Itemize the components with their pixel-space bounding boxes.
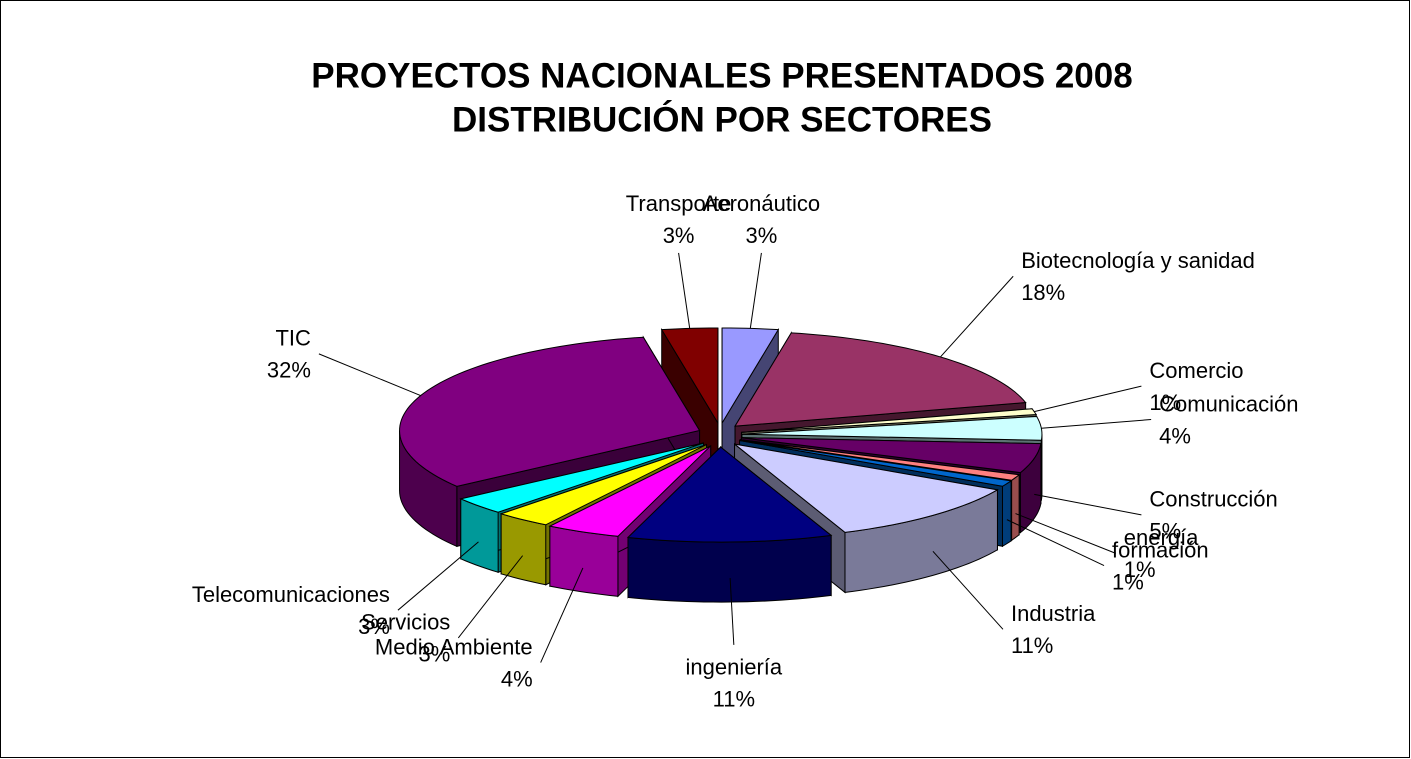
slice-label: TIC	[275, 326, 311, 351]
slice-value-label: 11%	[1011, 633, 1053, 658]
slice-value-label: 3%	[746, 223, 778, 248]
slice-label: Comunicación	[1159, 391, 1298, 416]
slice-top	[399, 336, 701, 487]
leader-line	[749, 252, 762, 329]
slice-label: Comercio	[1149, 358, 1243, 383]
slice-value-label: 1%	[1149, 390, 1181, 415]
slice-value-label: 1%	[1124, 557, 1156, 582]
leader-line	[729, 578, 735, 645]
slice-value-label: 11%	[713, 687, 755, 712]
slice	[626, 445, 833, 603]
slice-label: Biotecnología y sanidad	[1021, 248, 1255, 273]
slice-wall	[549, 525, 619, 597]
slice-label: Telecomunicaciones	[192, 582, 390, 607]
slice-top	[499, 444, 707, 526]
leader-line	[397, 541, 479, 611]
slice-wall	[1011, 473, 1020, 542]
slice-value-label: 18%	[1021, 280, 1065, 305]
leader-line	[1041, 419, 1152, 429]
slice-top	[548, 445, 711, 537]
leader-line	[318, 353, 421, 397]
slice-wall	[627, 534, 832, 603]
leader-line	[1034, 385, 1142, 413]
leader-line	[457, 555, 524, 639]
slice-value-label: 3%	[419, 642, 451, 667]
leader-line	[1015, 513, 1116, 554]
leader-line	[540, 567, 584, 663]
slice-top	[741, 408, 1038, 433]
slice-label: ingeniería	[686, 655, 783, 680]
slice-value-label: 3%	[358, 614, 390, 639]
slice-value-label: 4%	[501, 666, 533, 691]
slice-value-label: 5%	[1149, 519, 1181, 544]
leader-line	[1034, 493, 1142, 516]
slice-top	[660, 327, 719, 425]
slice-wall	[1040, 434, 1043, 501]
slice-top	[739, 439, 1013, 487]
slice-top	[734, 443, 999, 533]
slice-value-label: 3%	[663, 223, 695, 248]
leader-line	[932, 551, 1004, 630]
slice-label: Transporte	[626, 191, 732, 216]
slice-label: Industria	[1011, 601, 1096, 626]
slice-top	[721, 327, 780, 425]
slice-label: Medio Ambiente	[375, 634, 533, 659]
chart-title: PROYECTOS NACIONALES PRESENTADOS 2008	[311, 56, 1132, 95]
chart-title: DISTRIBUCIÓN POR SECTORES	[452, 99, 992, 139]
leader-line	[678, 252, 691, 329]
slice-value-label: 4%	[1159, 423, 1191, 448]
slice-top	[741, 415, 1043, 441]
slice-top	[740, 439, 1021, 481]
slice-label: Servicios	[361, 610, 450, 635]
slice-top	[626, 446, 833, 543]
slice-label: formación	[1112, 537, 1209, 562]
slice-wall	[1001, 480, 1012, 548]
slice-top	[741, 437, 1042, 474]
slice-value-label: 32%	[267, 358, 311, 383]
slice-label: Aeronáutico	[703, 191, 820, 216]
slice-label: Construcción	[1149, 487, 1277, 512]
slice-top	[459, 442, 704, 513]
leader-line	[940, 275, 1014, 358]
slice-label: energía	[1124, 525, 1199, 550]
slice-value-label: 1%	[1112, 569, 1144, 594]
leader-line	[1006, 519, 1105, 567]
